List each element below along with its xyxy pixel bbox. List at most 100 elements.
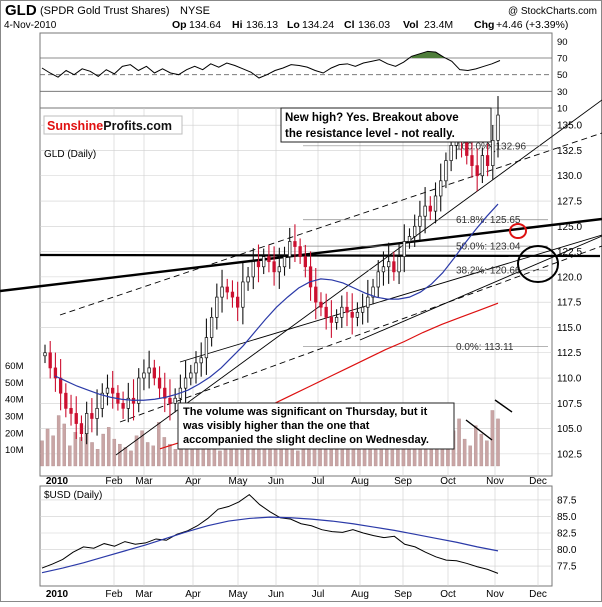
candle-body (288, 241, 292, 258)
volume-annotation: The volume was significant on Thursday, … (177, 402, 455, 450)
candle-body (298, 246, 302, 258)
volume-bar (385, 447, 389, 467)
candle-body (314, 286, 318, 303)
usd-tick-label: 85.0 (557, 512, 577, 523)
source-credit: @ StockCharts.com (508, 6, 597, 17)
candle-body (43, 352, 47, 357)
price-tick-label: 102.5 (557, 449, 582, 460)
horizontal-resistance-line (39, 253, 601, 258)
rsi-indicator: 10 30 50 70 90 (40, 37, 568, 115)
volume-bar (51, 435, 55, 467)
chart-date: 4-Nov-2010 (4, 20, 57, 31)
highlight-circle-large (517, 245, 559, 283)
candle-body (48, 352, 52, 369)
candle-body (340, 306, 344, 318)
candle-body (220, 286, 224, 298)
volume-bar (490, 410, 495, 467)
volume-bar (134, 435, 139, 467)
price-tick-label: 135.0 (557, 121, 582, 132)
candle-body (345, 306, 349, 313)
usd-x-label: Dec (529, 589, 547, 600)
price-tick-label: 105.0 (557, 424, 582, 435)
usd-x-label: Apr (185, 589, 201, 600)
candle-body (491, 139, 495, 166)
usd-tick-label: 87.5 (557, 495, 577, 506)
candle-body (293, 241, 297, 247)
price-axis: 102.5 105.0 107.5 110.0 112.5 115.0 117.5 120.0… (46, 121, 583, 487)
candle-body (230, 291, 235, 298)
volume-bar (334, 449, 339, 467)
candle-body (157, 377, 162, 389)
volume-bar (101, 433, 105, 467)
price-x-label: Feb (105, 476, 123, 487)
volume-bar (62, 423, 66, 467)
usd-x-label: Mar (135, 589, 153, 600)
candle-body (366, 296, 370, 308)
candle-body (360, 306, 365, 313)
candle-body (142, 372, 146, 379)
volume-tick-label: 40M (5, 395, 24, 406)
logo-text: SunshineProfits.com (47, 119, 172, 133)
volume-bar (457, 418, 461, 467)
price-candles (43, 96, 500, 445)
usd-x-label: 2010 (46, 589, 69, 600)
ticker-exchange: NYSE (180, 5, 210, 17)
breakout-annotation: New high? Yes. Breakout above the resist… (280, 107, 492, 143)
candle-body (262, 256, 266, 268)
price-x-label: 2010 (46, 476, 69, 487)
volume-bar (56, 415, 61, 467)
candle-body (267, 256, 271, 263)
candle-body (407, 236, 412, 242)
price-tick-label: 115.0 (557, 323, 582, 334)
volume-bar (40, 440, 44, 467)
candle-body (387, 261, 391, 268)
volume-bar (474, 425, 478, 467)
price-x-label: Mar (135, 476, 153, 487)
candle-body (199, 357, 203, 364)
volume-bar (140, 430, 144, 467)
candle-body (480, 155, 485, 177)
volume-bar (257, 449, 261, 467)
volume-bar (485, 440, 489, 467)
volume-tick-label: 30M (5, 412, 24, 423)
candle-body (189, 372, 193, 379)
price-tick-label: 120.0 (557, 272, 582, 283)
candle-body (465, 139, 469, 156)
price-tick-label: 112.5 (557, 348, 582, 359)
candle-body (449, 145, 453, 161)
candle-body (152, 367, 156, 379)
usd-tick-label: 77.5 (557, 562, 577, 573)
ma-50-line (54, 203, 499, 401)
price-x-label: Oct (440, 476, 456, 487)
usd-x-label: Aug (351, 589, 369, 600)
upper-channel-line (115, 99, 602, 456)
volume-pointer-1 (465, 419, 493, 441)
usd-tick-label: 82.5 (557, 529, 577, 540)
volume-label: Vol (403, 19, 419, 31)
candle-body (163, 387, 167, 399)
low-label: Lo (287, 19, 300, 31)
volume-bar (157, 422, 161, 467)
rsi-tick-label: 30 (557, 87, 568, 98)
volume-bar (462, 438, 467, 467)
price-x-label: May (229, 476, 248, 487)
fibonacci-label: 50.0%: 123.04 (456, 242, 521, 253)
candle-body (241, 281, 245, 308)
ticker-name: (SPDR Gold Trust Shares) (40, 5, 170, 17)
candle-body (251, 261, 255, 278)
usd-x-label: Nov (486, 589, 504, 600)
candle-body (53, 367, 58, 379)
candle-body (168, 397, 172, 404)
volume-pointer-2 (494, 399, 513, 413)
volume-bar (123, 447, 128, 467)
price-tick-label: 130.0 (557, 171, 582, 182)
fibonacci-label: 61.8%: 125.65 (456, 215, 521, 226)
breakout-note-line-2: the resistance level - not really. (285, 128, 455, 140)
volume-bar (296, 450, 300, 467)
usd-x-label: May (229, 589, 248, 600)
volume-bar (95, 449, 100, 467)
usd-tick-label: 80.0 (557, 545, 577, 556)
candle-body (428, 205, 432, 212)
